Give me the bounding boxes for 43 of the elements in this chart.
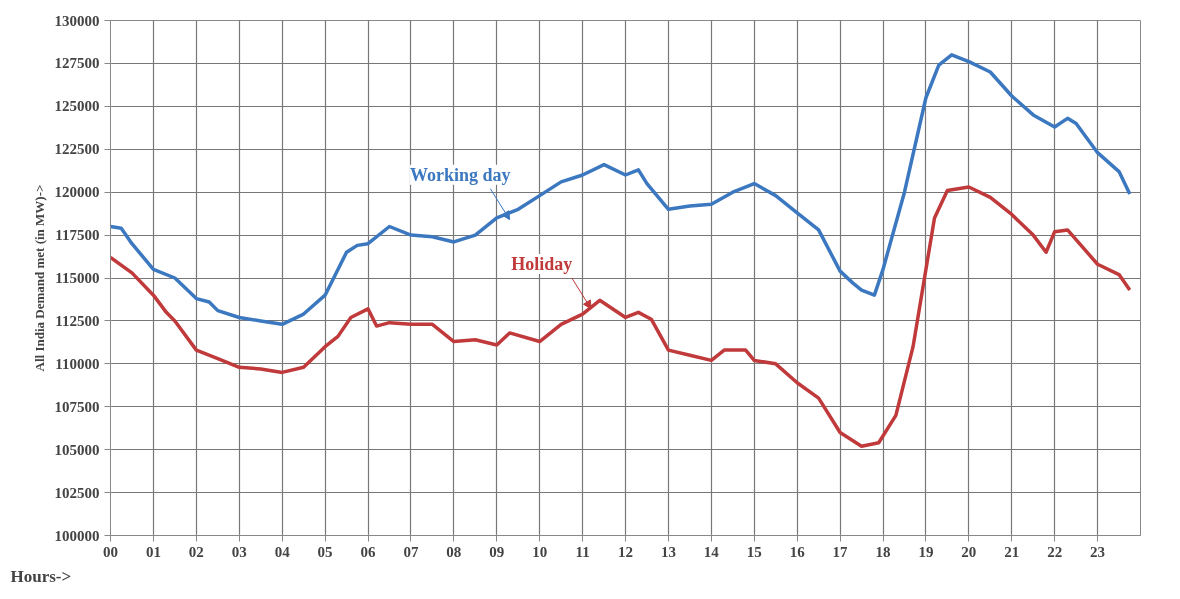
- y-axis-title: All India Demand met (in MW)->: [31, 184, 47, 372]
- x-tick-label: 23: [1090, 543, 1106, 560]
- x-tick-label: 06: [360, 543, 376, 560]
- line-series: [110, 185, 1132, 448]
- x-tick-label: 13: [660, 543, 676, 560]
- y-tick-label: 122500: [54, 141, 100, 158]
- x-tick-label: 04: [274, 543, 291, 560]
- y-tick-label: 105000: [54, 441, 100, 458]
- x-tick-label: 05: [317, 543, 333, 560]
- x-tick-label: 02: [188, 543, 204, 560]
- y-tick-label: 117500: [55, 227, 100, 244]
- x-tick-label: 22: [1047, 543, 1063, 560]
- x-tick-label: 10: [532, 543, 548, 560]
- y-tick-label: 120000: [54, 184, 100, 201]
- y-tick-label: 127500: [54, 55, 100, 72]
- x-axis-title: Hours->: [10, 566, 72, 586]
- x-tick-label: 20: [961, 543, 977, 560]
- annotation: Holiday: [511, 254, 573, 274]
- line-series: [110, 53, 1132, 327]
- y-tick-label: 100000: [54, 527, 100, 544]
- x-tick-label: 18: [875, 543, 891, 560]
- x-tick-label: 19: [918, 543, 934, 560]
- x-tick-label: 00: [103, 543, 118, 560]
- y-tick-label: 110000: [55, 355, 100, 372]
- y-tick-label: 112500: [55, 312, 100, 329]
- y-tick-label: 115000: [55, 270, 100, 286]
- x-tick-label: 09: [489, 543, 505, 560]
- x-tick-label: 21: [1004, 543, 1020, 560]
- x-tick-label: 03: [231, 543, 247, 560]
- x-tick-label: 01: [145, 543, 161, 560]
- x-tick-label: 12: [618, 543, 633, 560]
- y-tick-label: 125000: [54, 98, 100, 115]
- x-tick-label: 08: [446, 543, 462, 560]
- x-tick-label: 14: [703, 543, 720, 560]
- y-tick-label: 107500: [54, 398, 100, 415]
- x-tick-label: 15: [746, 543, 762, 560]
- x-tick-label: 16: [789, 543, 806, 560]
- y-tick-label: 130000: [54, 12, 100, 29]
- y-tick-label: 102500: [54, 484, 100, 501]
- x-tick-label: 11: [575, 543, 590, 560]
- annotation: Working day: [410, 164, 511, 185]
- x-tick-label: 17: [832, 543, 849, 560]
- x-tick-label: 07: [403, 543, 419, 560]
